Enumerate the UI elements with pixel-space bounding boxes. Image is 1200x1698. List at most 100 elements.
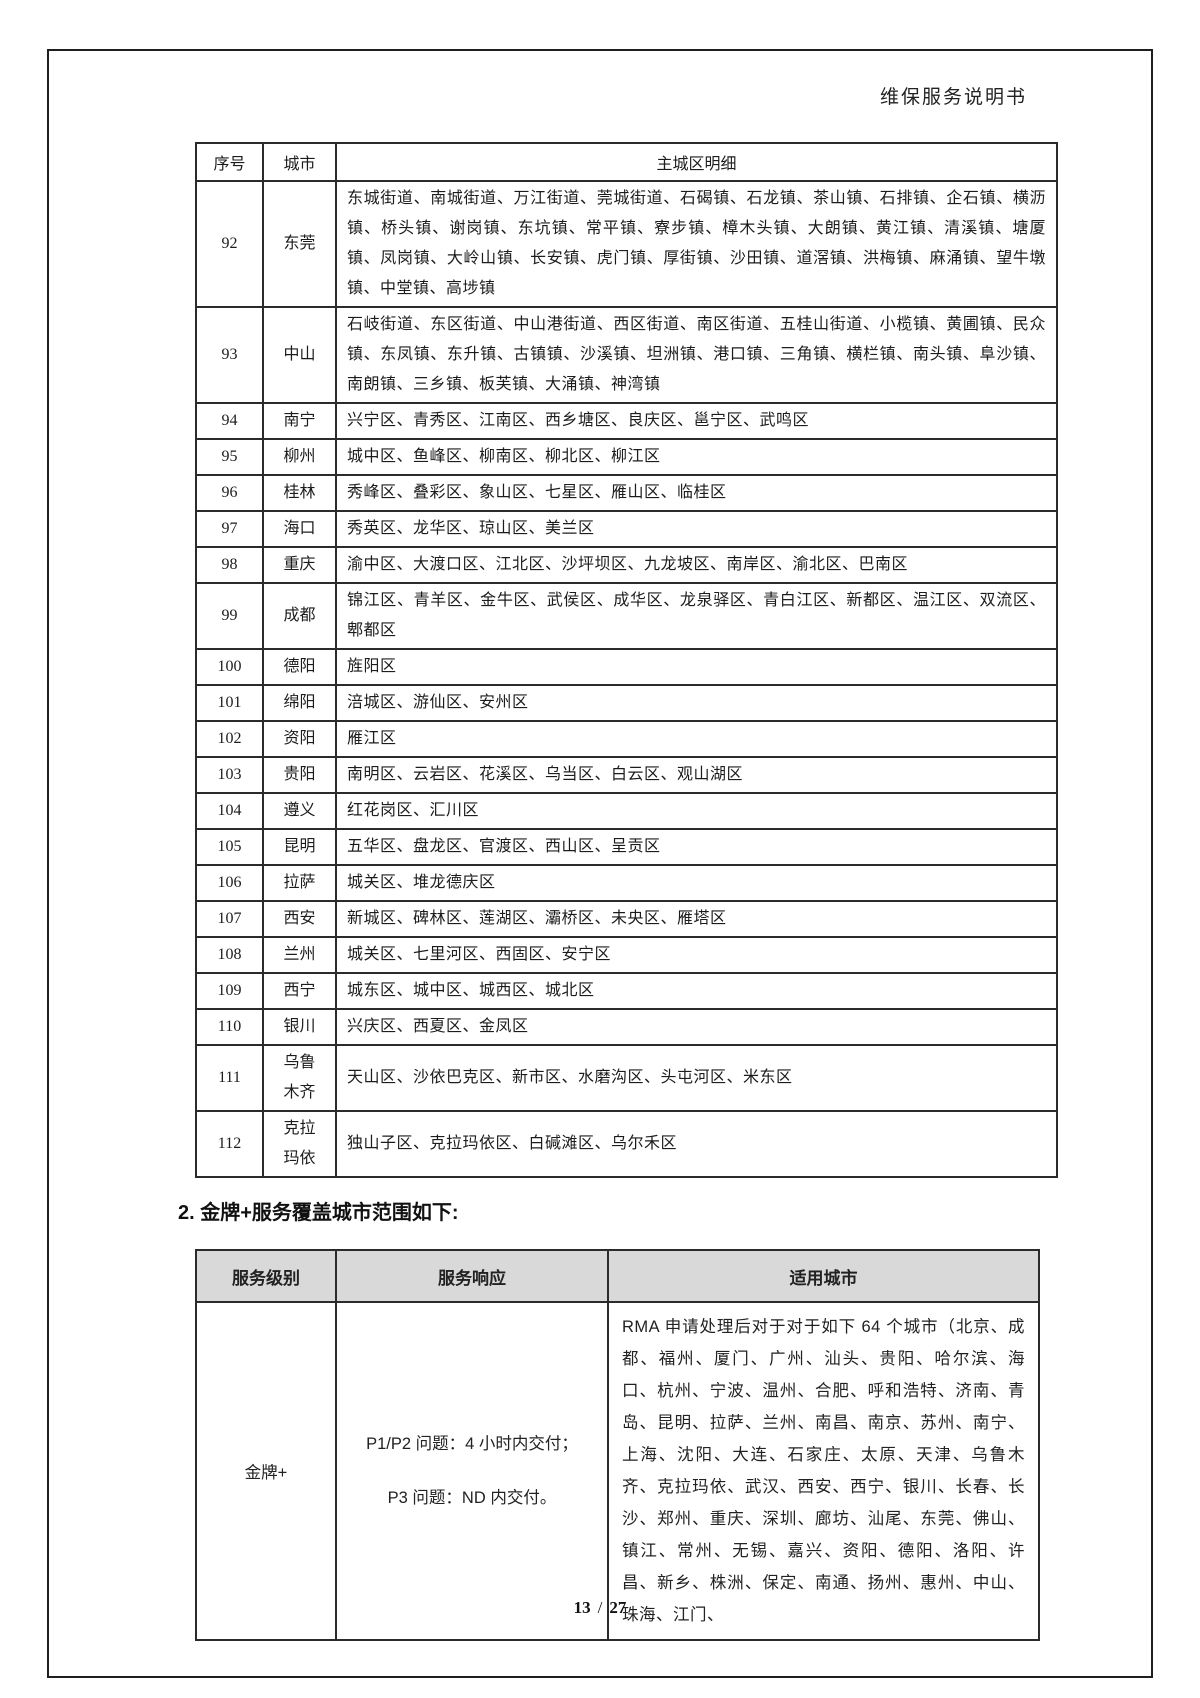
city-table-header-row: 序号 城市 主城区明细	[195, 142, 1058, 182]
cell-city-name: 德阳	[262, 648, 337, 686]
cell-city-name: 西宁	[262, 972, 337, 1010]
city-table-row: 103 贵阳 南明区、云岩区、花溪区、乌当区、白云区、观山湖区	[195, 756, 1058, 794]
cell-city-name: 桂林	[262, 474, 337, 512]
cell-district-detail: 红花岗区、汇川区	[335, 792, 1058, 830]
cell-seq-no: 96	[195, 474, 264, 512]
page-footer: 13 / 27	[0, 1598, 1200, 1618]
cell-service-level: 金牌+	[195, 1301, 337, 1641]
cell-city-name: 乌鲁 木齐	[262, 1044, 337, 1112]
city-table-row: 107 西安 新城区、碑林区、莲湖区、灞桥区、未央区、雁塔区	[195, 900, 1058, 938]
city-table-row: 101 绵阳 涪城区、游仙区、安州区	[195, 684, 1058, 722]
cell-district-detail: 独山子区、克拉玛依区、白碱滩区、乌尔禾区	[335, 1110, 1058, 1178]
cell-city-name: 绵阳	[262, 684, 337, 722]
cell-seq-no: 107	[195, 900, 264, 938]
page-border	[47, 49, 1153, 1678]
cell-city-name: 贵阳	[262, 756, 337, 794]
city-table-row: 108 兰州 城关区、七里河区、西固区、安宁区	[195, 936, 1058, 974]
city-table-row: 106 拉萨 城关区、堆龙德庆区	[195, 864, 1058, 902]
response-line-p3: P3 问题：ND 内交付。	[387, 1489, 557, 1507]
city-coverage-table: 序号 城市 主城区明细 92 东莞 东城街道、南城街道、万江街道、莞城街道、石碣镇、…	[195, 142, 1058, 1178]
cell-district-detail: 石岐街道、东区街道、中山港街道、西区街道、南区街道、五桂山街道、小榄镇、黄圃镇、…	[335, 306, 1058, 404]
col-header-district-detail: 主城区明细	[335, 142, 1058, 182]
cell-district-detail: 天山区、沙依巴克区、新市区、水磨沟区、头屯河区、米东区	[335, 1044, 1058, 1112]
city-table-row: 112 克拉 玛依 独山子区、克拉玛依区、白碱滩区、乌尔禾区	[195, 1110, 1058, 1178]
cell-applicable-cities: RMA 申请处理后对于对于如下 64 个城市（北京、成都、福州、厦门、广州、汕头…	[607, 1301, 1040, 1641]
cell-district-detail: 城关区、七里河区、西固区、安宁区	[335, 936, 1058, 974]
cell-seq-no: 111	[195, 1044, 264, 1112]
cell-city-name: 银川	[262, 1008, 337, 1046]
cell-seq-no: 93	[195, 306, 264, 404]
city-table-row: 111 乌鲁 木齐 天山区、沙依巴克区、新市区、水磨沟区、头屯河区、米东区	[195, 1044, 1058, 1112]
city-table-row: 96 桂林 秀峰区、叠彩区、象山区、七星区、雁山区、临桂区	[195, 474, 1058, 512]
cell-district-detail: 东城街道、南城街道、万江街道、莞城街道、石碣镇、石龙镇、茶山镇、石排镇、企石镇、…	[335, 180, 1058, 308]
cell-seq-no: 94	[195, 402, 264, 440]
col-header-service-response: 服务响应	[335, 1249, 609, 1303]
city-table-row: 97 海口 秀英区、龙华区、琼山区、美兰区	[195, 510, 1058, 548]
cell-city-name: 重庆	[262, 546, 337, 584]
cell-seq-no: 106	[195, 864, 264, 902]
col-header-service-level: 服务级别	[195, 1249, 337, 1303]
cell-district-detail: 兴庆区、西夏区、金凤区	[335, 1008, 1058, 1046]
cell-city-name: 中山	[262, 306, 337, 404]
city-table-row: 110 银川 兴庆区、西夏区、金凤区	[195, 1008, 1058, 1046]
cell-seq-no: 109	[195, 972, 264, 1010]
service-level-row: 金牌+ P1/P2 问题：4 小时内交付； P3 问题：ND 内交付。 RMA …	[195, 1301, 1040, 1641]
cell-city-name: 西安	[262, 900, 337, 938]
cell-seq-no: 108	[195, 936, 264, 974]
cell-seq-no: 105	[195, 828, 264, 866]
cell-city-name: 克拉 玛依	[262, 1110, 337, 1178]
cell-seq-no: 95	[195, 438, 264, 476]
page-content: 序号 城市 主城区明细 92 东莞 东城街道、南城街道、万江街道、莞城街道、石碣镇、…	[178, 142, 1065, 1641]
response-line-p1-p2: P1/P2 问题：4 小时内交付；	[366, 1435, 578, 1453]
cell-district-detail: 涪城区、游仙区、安州区	[335, 684, 1058, 722]
cell-district-detail: 渝中区、大渡口区、江北区、沙坪坝区、九龙坡区、南岸区、渝北区、巴南区	[335, 546, 1058, 584]
cell-city-name: 南宁	[262, 402, 337, 440]
cell-seq-no: 101	[195, 684, 264, 722]
cell-district-detail: 城关区、堆龙德庆区	[335, 864, 1058, 902]
city-table-row: 100 德阳 旌阳区	[195, 648, 1058, 686]
service-table-header-row: 服务级别 服务响应 适用城市	[195, 1249, 1040, 1303]
city-table-row: 95 柳州 城中区、鱼峰区、柳南区、柳北区、柳江区	[195, 438, 1058, 476]
cell-district-detail: 新城区、碑林区、莲湖区、灞桥区、未央区、雁塔区	[335, 900, 1058, 938]
cell-seq-no: 103	[195, 756, 264, 794]
col-header-seq-no: 序号	[195, 142, 264, 182]
city-table-row: 92 东莞 东城街道、南城街道、万江街道、莞城街道、石碣镇、石龙镇、茶山镇、石排镇、…	[195, 180, 1058, 308]
city-table-row: 105 昆明 五华区、盘龙区、官渡区、西山区、呈贡区	[195, 828, 1058, 866]
cell-seq-no: 104	[195, 792, 264, 830]
cell-district-detail: 五华区、盘龙区、官渡区、西山区、呈贡区	[335, 828, 1058, 866]
city-table-row: 104 遵义 红花岗区、汇川区	[195, 792, 1058, 830]
service-level-table: 服务级别 服务响应 适用城市 金牌+ P1/P2 问题：4 小时内交付； P3 …	[195, 1249, 1040, 1641]
cell-city-name: 拉萨	[262, 864, 337, 902]
cell-city-name: 遵义	[262, 792, 337, 830]
cell-seq-no: 98	[195, 546, 264, 584]
city-table-row: 109 西宁 城东区、城中区、城西区、城北区	[195, 972, 1058, 1010]
cell-seq-no: 110	[195, 1008, 264, 1046]
cell-seq-no: 92	[195, 180, 264, 308]
cell-service-response: P1/P2 问题：4 小时内交付； P3 问题：ND 内交付。	[335, 1301, 609, 1641]
page-number: 13	[573, 1598, 591, 1617]
cell-seq-no: 97	[195, 510, 264, 548]
cell-district-detail: 秀英区、龙华区、琼山区、美兰区	[335, 510, 1058, 548]
cell-district-detail: 城中区、鱼峰区、柳南区、柳北区、柳江区	[335, 438, 1058, 476]
cell-district-detail: 锦江区、青羊区、金牛区、武侯区、成华区、龙泉驿区、青白江区、新都区、温江区、双流…	[335, 582, 1058, 650]
city-table-row: 99 成都 锦江区、青羊区、金牛区、武侯区、成华区、龙泉驿区、青白江区、新都区、温江…	[195, 582, 1058, 650]
cell-seq-no: 99	[195, 582, 264, 650]
page-separator: /	[597, 1598, 603, 1617]
page-total: 27	[609, 1598, 627, 1617]
cell-city-name: 柳州	[262, 438, 337, 476]
col-header-applicable-cities: 适用城市	[607, 1249, 1040, 1303]
cell-district-detail: 城东区、城中区、城西区、城北区	[335, 972, 1058, 1010]
cell-seq-no: 102	[195, 720, 264, 758]
cell-district-detail: 兴宁区、青秀区、江南区、西乡塘区、良庆区、邕宁区、武鸣区	[335, 402, 1058, 440]
city-table-row: 94 南宁 兴宁区、青秀区、江南区、西乡塘区、良庆区、邕宁区、武鸣区	[195, 402, 1058, 440]
document-header: 维保服务说明书	[0, 82, 1027, 109]
cell-district-detail: 雁江区	[335, 720, 1058, 758]
cell-district-detail: 南明区、云岩区、花溪区、乌当区、白云区、观山湖区	[335, 756, 1058, 794]
cell-city-name: 兰州	[262, 936, 337, 974]
cell-city-name: 海口	[262, 510, 337, 548]
cell-seq-no: 100	[195, 648, 264, 686]
cell-seq-no: 112	[195, 1110, 264, 1178]
document-title: 维保服务说明书	[879, 87, 1027, 108]
cell-city-name: 东莞	[262, 180, 337, 308]
cell-district-detail: 秀峰区、叠彩区、象山区、七星区、雁山区、临桂区	[335, 474, 1058, 512]
